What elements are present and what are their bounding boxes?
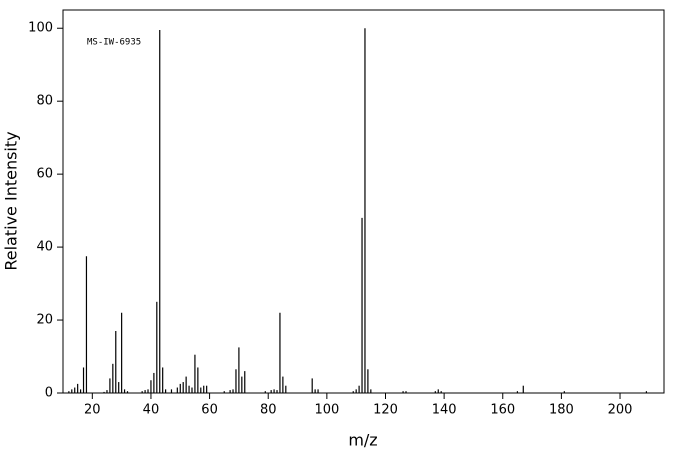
x-tick-label: 40: [143, 403, 160, 418]
x-tick-label: 120: [373, 403, 398, 418]
x-tick-label: 180: [549, 403, 574, 418]
y-tick-label: 20: [36, 313, 53, 328]
x-tick-label: 100: [314, 403, 339, 418]
x-tick-label: 160: [490, 403, 515, 418]
x-tick-label: 60: [201, 403, 218, 418]
x-tick-label: 140: [432, 403, 457, 418]
plot-frame: [62, 9, 665, 394]
y-tick-label: 40: [36, 240, 53, 255]
x-axis-title: m/z: [348, 431, 377, 450]
y-tick-label: 80: [36, 94, 53, 109]
annotation: MS-IW-6935: [87, 38, 141, 48]
x-tick-label: 200: [608, 403, 633, 418]
y-tick-label: 60: [36, 167, 53, 182]
x-tick-label: 20: [84, 403, 101, 418]
x-tick-label: 80: [260, 403, 277, 418]
y-tick-label: 0: [45, 386, 53, 401]
y-axis-title: Relative Intensity: [2, 131, 21, 270]
y-tick-label: 100: [28, 21, 53, 36]
